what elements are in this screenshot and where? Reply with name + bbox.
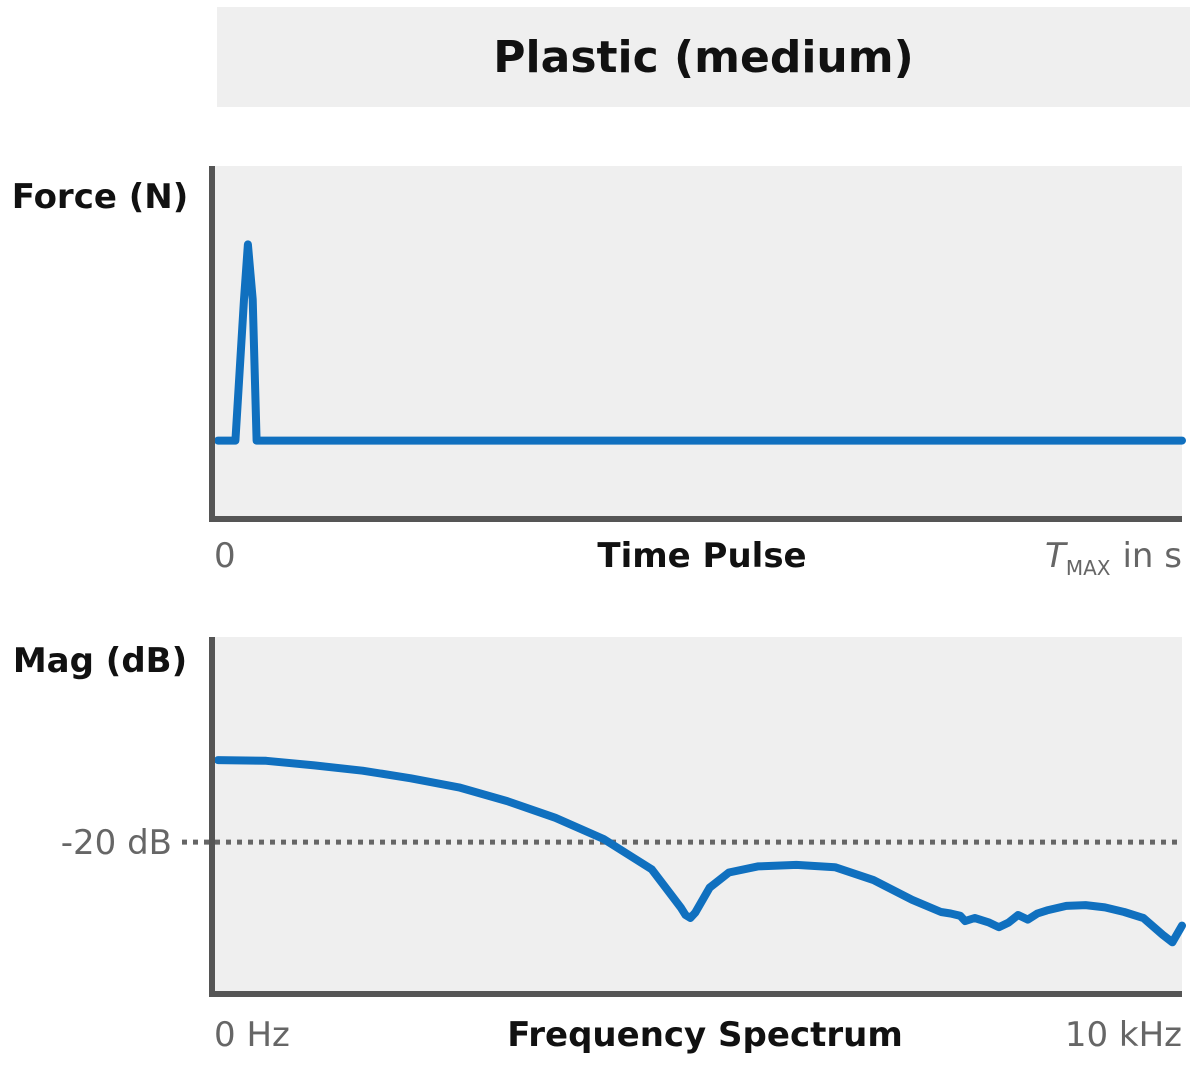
force-axis-label: Force (N) [12,177,189,217]
time-pulse-series [214,240,1186,445]
magnitude-axis-label: Mag (dB) [13,641,187,681]
time-axes [209,166,1182,522]
reference-line-label: -20 dB [61,823,172,863]
time-start-tick: 0 [214,536,236,576]
spectrum-line-0 [214,756,1186,947]
frequency-spectrum-series [214,756,1186,947]
time-end-symbol: T [1045,536,1068,576]
frequency-axis-label: Frequency Spectrum [507,1015,903,1055]
frequency-end-tick: 10 kHz [1065,1015,1182,1055]
frequency-plot-area [212,637,1182,994]
time-plot-area [212,166,1182,518]
time-end-tick: TMAX in s [1045,536,1182,580]
frequency-start-tick: 0 Hz [214,1015,290,1055]
frequency-axes [209,637,1182,997]
time-axis-label: Time Pulse [597,536,806,576]
time-pulse-line-0 [214,240,1186,445]
chart-title: Plastic (medium) [493,31,914,83]
time-end-subscript: MAX [1066,556,1111,580]
time-end-unit: in s [1122,536,1182,576]
title-panel: Plastic (medium) [217,7,1190,107]
